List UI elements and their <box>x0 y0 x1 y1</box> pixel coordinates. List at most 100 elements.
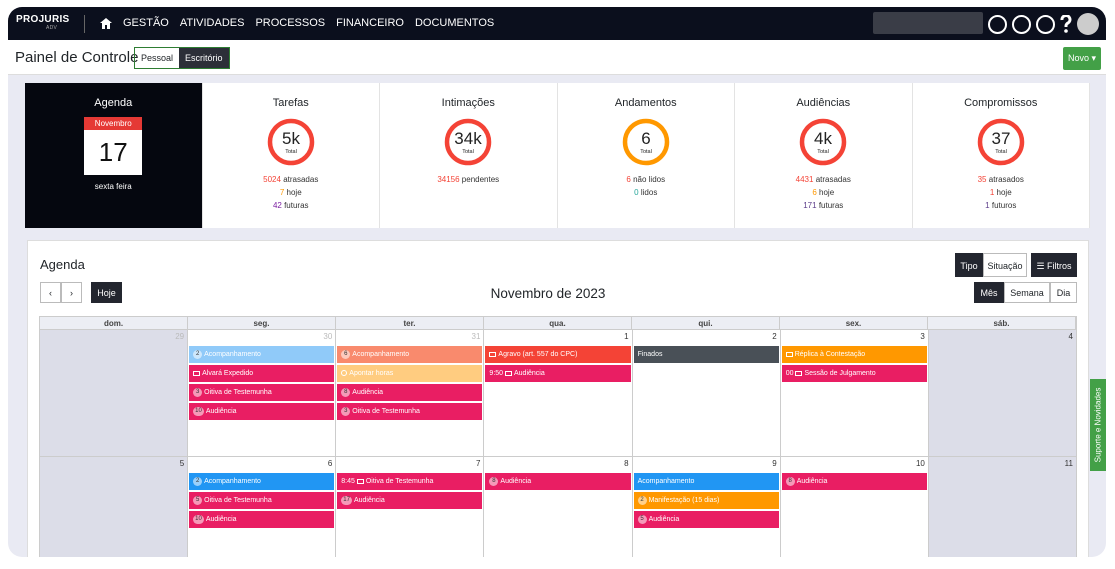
filters-label: Filtros <box>1047 261 1072 271</box>
day-cell[interactable]: 29 <box>40 330 189 456</box>
event[interactable]: Finados <box>633 346 779 363</box>
event[interactable]: 8 Audiência <box>337 384 483 401</box>
day-number: 3 <box>920 332 925 341</box>
summary-card[interactable]: Intimações 34k Total 34156 pendentes <box>380 83 558 228</box>
day-cell[interactable]: 10 8 Audiência <box>781 457 929 557</box>
event-time: 9:50 <box>489 370 504 377</box>
ring-value: 5k <box>282 129 300 148</box>
day-cell[interactable]: 8 8 Audiência <box>484 457 633 557</box>
day-cell[interactable]: 7 8:45 Oitiva de Testemunha 17 Audiência <box>336 457 485 557</box>
day-cell[interactable]: 11 <box>928 457 1077 557</box>
filter-tab[interactable]: Tipo <box>955 253 983 277</box>
nav-icons <box>988 13 1099 35</box>
day-cell[interactable]: 6 2 Acompanhamento 5 Oitiva de Testemunha 10 A… <box>188 457 337 557</box>
event[interactable]: 6 Acompanhamento <box>337 346 483 363</box>
search-box[interactable] <box>873 12 983 34</box>
settings-icon[interactable] <box>1036 14 1055 34</box>
logo[interactable]: PROJURIS ADV <box>16 14 70 31</box>
card-title: Agenda <box>94 97 133 109</box>
event[interactable]: 8:45 Oitiva de Testemunha <box>337 473 483 490</box>
summary-card[interactable]: Andamentos 6 Total 6 não lidos 0 lidos <box>558 83 735 228</box>
nav-item[interactable]: GESTÃO <box>123 17 169 29</box>
today-button[interactable]: Hoje <box>91 282 122 303</box>
card-line[interactable]: 35 atrasados <box>913 173 1090 186</box>
event[interactable]: 5 Oitiva de Testemunha <box>189 492 335 509</box>
summary-card[interactable]: Audiências 4k Total 4431 atrasadas 6 hoje 171… <box>735 83 913 228</box>
ring-unit: Total <box>640 149 652 155</box>
nav-item[interactable]: ATIVIDADES <box>179 17 245 29</box>
side-tab[interactable]: Suporte e Novidades <box>1090 379 1106 471</box>
view-tab[interactable]: Semana <box>1004 282 1050 303</box>
event[interactable]: 9:50 Audiência <box>485 365 631 382</box>
mail-icon[interactable] <box>1012 14 1031 34</box>
home-icon[interactable] <box>100 17 112 29</box>
card-line[interactable]: 171 futuras <box>735 199 912 212</box>
new-button[interactable]: Novo ▾ <box>1063 47 1101 70</box>
agenda-card[interactable]: Agenda Novembro 17 sexta feira <box>25 83 203 228</box>
card-line[interactable]: 4431 atrasadas <box>735 173 912 186</box>
line-count: 5024 <box>263 175 281 184</box>
event[interactable]: 10 Audiência <box>189 511 335 528</box>
nav-item[interactable]: FINANCEIRO <box>336 17 404 29</box>
day-cell[interactable]: 5 <box>40 457 189 557</box>
event[interactable]: Apontar horas <box>337 365 483 382</box>
filters-button[interactable]: ☰ Filtros <box>1031 253 1077 277</box>
side-tab-label: Suporte e Novidades <box>1093 387 1103 463</box>
card-line[interactable]: 6 não lidos <box>558 173 735 186</box>
day-cell[interactable]: 9 Acompanhamento 2 Manifestação (15 dias) 5 A… <box>633 457 781 557</box>
weekday: sáb. <box>928 317 1076 329</box>
event[interactable]: 00 Sessão de Julgamento <box>781 365 927 382</box>
summary-card[interactable]: Compromissos 37 Total 35 atrasados 1 hoje 1 f… <box>913 83 1090 228</box>
card-lines: 6 não lidos 0 lidos <box>558 173 735 199</box>
card-line[interactable]: 6 hoje <box>735 186 912 199</box>
card-line[interactable]: 1 hoje <box>913 186 1090 199</box>
event[interactable]: 10 Audiência <box>189 403 335 420</box>
card-line[interactable]: 7 hoje <box>203 186 380 199</box>
tab[interactable]: Pessoal <box>141 53 174 63</box>
event[interactable]: 17 Audiência <box>337 492 483 509</box>
event[interactable]: 2 Acompanhamento <box>189 346 335 363</box>
summary-card[interactable]: Tarefas 5k Total 5024 atrasadas 7 hoje 42 fut… <box>203 83 380 228</box>
view-tab[interactable]: Dia <box>1050 282 1077 303</box>
scope-tabs: Pessoal Escritório <box>134 47 230 69</box>
event[interactable]: 2 Acompanhamento <box>189 473 335 490</box>
event[interactable]: 3 Oitiva de Testemunha <box>337 403 483 420</box>
prev-button[interactable]: ‹ <box>40 282 61 303</box>
card-line[interactable]: 5024 atrasadas <box>203 173 380 186</box>
event[interactable]: 3 Oitiva de Testemunha <box>189 384 335 401</box>
event-badge: 8 <box>489 476 499 486</box>
help-icon[interactable] <box>1060 15 1072 33</box>
tab-active[interactable]: Escritório <box>179 48 229 68</box>
cal-month: Novembro <box>84 117 143 130</box>
event[interactable]: 2 Manifestação (15 dias) <box>633 492 779 509</box>
day-cell[interactable]: 3 Réplica à Contestação 00 Sessão de Julga… <box>781 330 929 456</box>
event-label: Audiência <box>353 497 385 504</box>
day-cell[interactable]: 31 6 Acompanhamento Apontar horas 8 Audiência… <box>336 330 485 456</box>
event[interactable]: Alvará Expedido <box>189 365 335 382</box>
day-cell[interactable]: 2 Finados <box>633 330 781 456</box>
nav-item[interactable]: PROCESSOS <box>255 17 326 29</box>
event[interactable]: Agravo (art. 557 do CPC) <box>485 346 631 363</box>
event[interactable]: 5 Audiência <box>633 511 779 528</box>
event[interactable]: 8 Audiência <box>485 473 631 490</box>
globe-icon[interactable] <box>988 14 1007 34</box>
day-cell[interactable]: 1 Agravo (art. 557 do CPC) 9:50 Audiência <box>484 330 633 456</box>
card-line[interactable]: 0 lidos <box>558 186 735 199</box>
filter-tab[interactable]: Situação <box>983 253 1027 277</box>
event-badge: 10 <box>193 406 204 416</box>
card-line[interactable]: 34156 pendentes <box>380 173 557 186</box>
day-number: 6 <box>327 459 333 468</box>
line-text: pendentes <box>461 175 500 184</box>
view-tab[interactable]: Mês <box>974 282 1004 303</box>
day-cell[interactable]: 4 <box>928 330 1077 456</box>
event[interactable]: 8 Audiência <box>781 473 927 490</box>
next-button[interactable]: › <box>61 282 82 303</box>
nav-item[interactable]: DOCUMENTOS <box>414 17 495 29</box>
avatar[interactable] <box>1077 13 1099 35</box>
card-line[interactable]: 1 futuros <box>913 199 1090 212</box>
day-cell[interactable]: 30 2 Acompanhamento Alvará Expedido 3 Oitiva … <box>188 330 337 456</box>
card-line[interactable]: 42 futuras <box>203 199 380 212</box>
event[interactable]: Acompanhamento <box>633 473 779 490</box>
event[interactable]: Réplica à Contestação <box>781 346 927 363</box>
